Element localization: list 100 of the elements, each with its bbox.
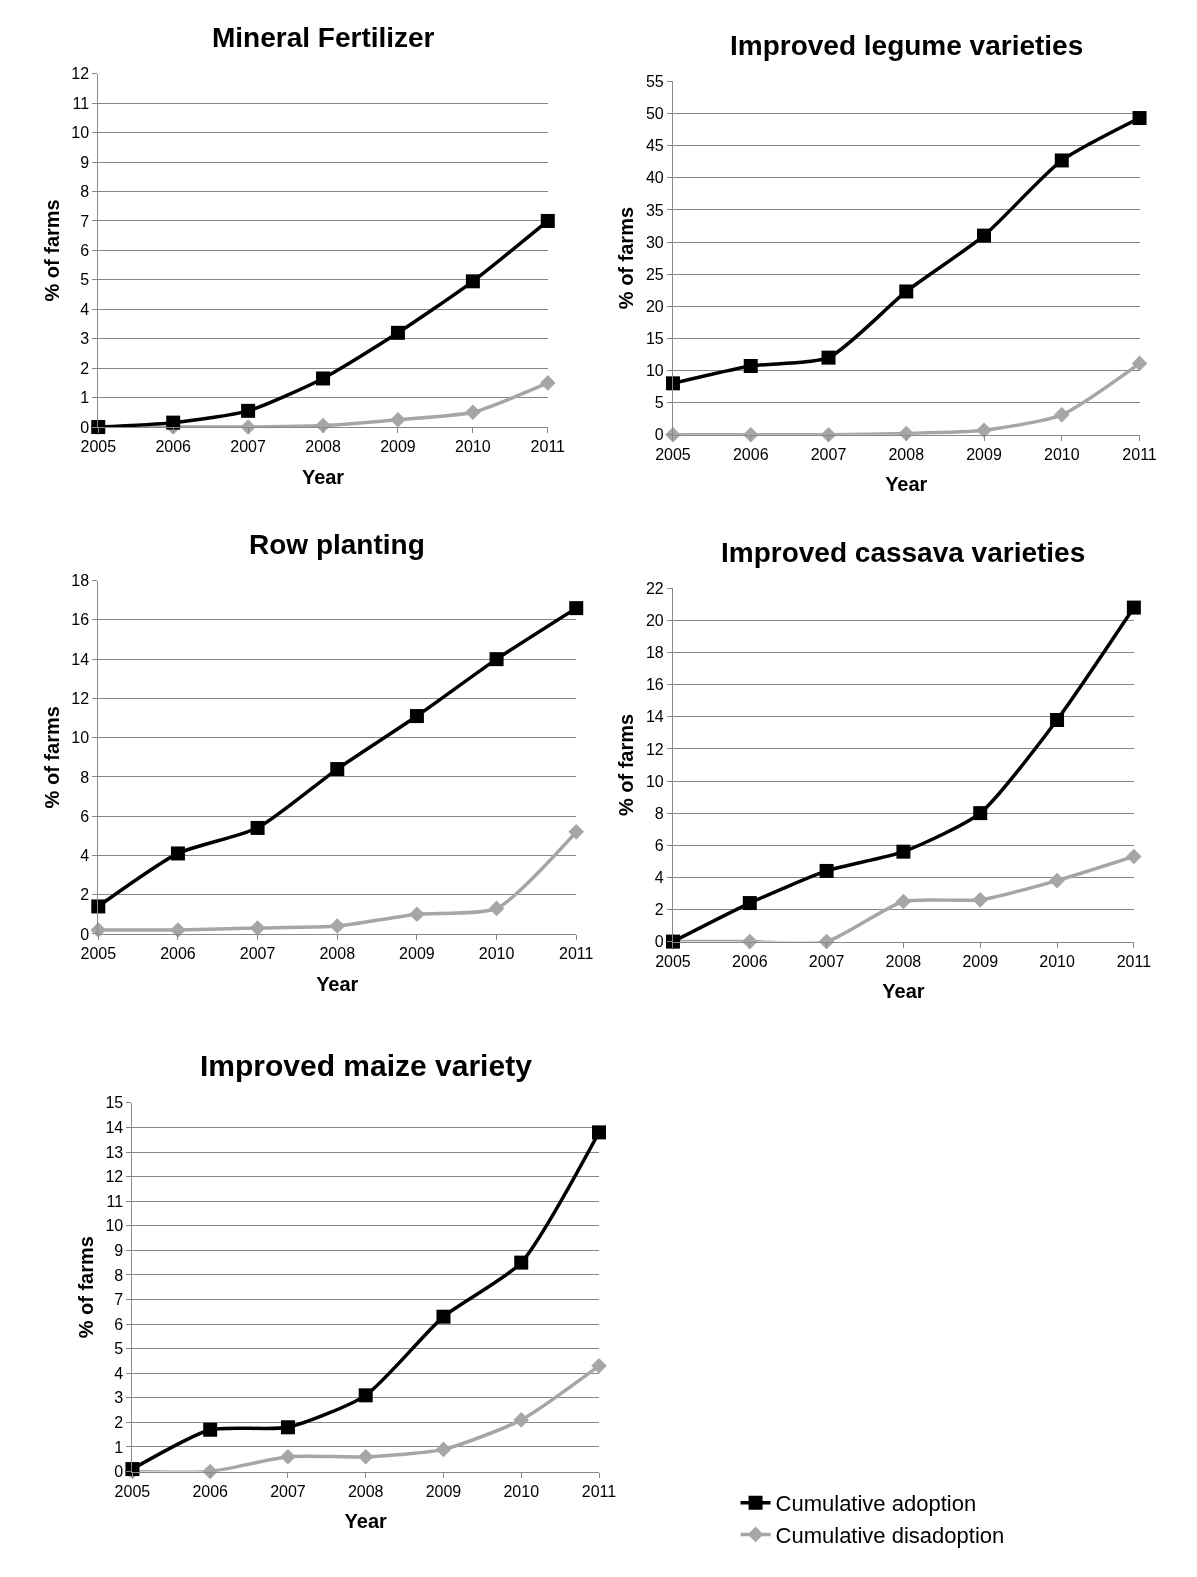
y-tick-label: 3: [114, 1389, 124, 1407]
y-tick-label: 50: [645, 105, 664, 123]
y-tick-label: 2: [80, 359, 90, 377]
x-tick-label: 2009: [425, 1482, 462, 1500]
y-tick-label: 3: [80, 330, 90, 348]
y-tick-label: 2: [654, 901, 664, 919]
y-tick-label: 2: [80, 886, 90, 904]
y-tick-label: 15: [645, 329, 664, 347]
x-tick-label: 2011: [1122, 445, 1157, 463]
y-tick-label: 14: [71, 650, 90, 668]
y-tick-label: 20: [645, 297, 664, 315]
y-tick-label: 8: [80, 183, 90, 201]
y-tick-label: 11: [72, 94, 90, 112]
y-tick-label: 8: [654, 804, 664, 822]
y-axis-title: % of farms: [74, 1236, 97, 1339]
y-tick-label: 8: [114, 1266, 124, 1284]
y-axis-title: % of farms: [615, 713, 638, 817]
x-tick-label: 2005: [114, 1482, 151, 1500]
x-axis-title: Year: [301, 465, 345, 488]
y-tick-label: 10: [71, 124, 90, 142]
y-tick-label: 20: [645, 612, 664, 630]
y-axis-title: % of farms: [40, 706, 63, 809]
x-tick-label: 2006: [732, 445, 769, 463]
x-tick-label: 2005: [655, 952, 691, 970]
x-tick-label: 2005: [655, 445, 691, 463]
y-tick-label: 40: [645, 169, 664, 187]
y-tick-label: 13: [105, 1143, 124, 1161]
y-tick-label: 6: [114, 1315, 124, 1333]
x-tick-label: 2005: [80, 438, 117, 456]
y-tick-label: 8: [80, 768, 90, 786]
y-tick-label: 9: [114, 1241, 124, 1259]
y-tick-label: 35: [645, 201, 664, 219]
y-tick-label: 10: [645, 362, 664, 380]
y-tick-label: 10: [105, 1217, 124, 1235]
y-tick-label: 16: [71, 611, 90, 629]
chart-title: Mineral Fertilizer: [212, 22, 435, 53]
x-tick-label: 2011: [1116, 952, 1152, 970]
y-tick-label: 22: [645, 579, 664, 597]
y-tick-label: 5: [114, 1340, 124, 1358]
y-axis-title: % of farms: [40, 199, 63, 302]
x-tick-label: 2009: [962, 952, 999, 970]
y-tick-label: 11: [106, 1192, 124, 1210]
chart-title: Improved cassava varieties: [721, 537, 1086, 568]
x-tick-label: 2007: [270, 1482, 306, 1500]
x-tick-label: 2006: [155, 438, 192, 456]
y-tick-label: 18: [71, 572, 90, 590]
y-tick-label: 6: [80, 807, 90, 825]
y-tick-label: 5: [80, 271, 90, 289]
x-axis-title: Year: [344, 1510, 388, 1533]
x-axis-title: Year: [882, 980, 925, 1003]
x-tick-label: 2010: [478, 945, 515, 963]
y-tick-label: 12: [105, 1168, 124, 1186]
chart-title: Row planting: [249, 529, 425, 560]
y-tick-label: 18: [645, 644, 664, 662]
y-tick-label: 0: [80, 925, 90, 943]
y-tick-label: 2: [114, 1413, 124, 1431]
y-tick-label: 4: [114, 1364, 124, 1382]
x-tick-label: 2009: [380, 438, 416, 456]
y-tick-label: 14: [105, 1119, 124, 1137]
x-tick-label: 2008: [885, 952, 922, 970]
x-tick-label: 2007: [230, 438, 267, 456]
y-tick-label: 45: [645, 137, 664, 155]
y-tick-label: 4: [654, 868, 664, 886]
x-tick-label: 2007: [810, 445, 847, 463]
y-tick-label: 4: [80, 300, 90, 318]
y-tick-label: 7: [114, 1291, 124, 1309]
x-tick-label: 2009: [399, 945, 435, 963]
x-tick-label: 2006: [192, 1482, 229, 1500]
y-tick-label: 12: [71, 65, 90, 83]
x-axis-title: Year: [885, 473, 928, 496]
x-tick-label: 2011: [581, 1482, 617, 1500]
y-tick-label: 25: [645, 265, 664, 283]
x-tick-label: 2009: [966, 445, 1002, 463]
y-tick-label: 14: [645, 708, 664, 726]
x-tick-label: 2011: [530, 438, 566, 456]
chart-title: Improved maize variety: [200, 1049, 533, 1082]
legend-label: Cumulative adoption: [775, 1491, 977, 1517]
x-tick-label: 2010: [503, 1482, 540, 1500]
y-tick-label: 10: [645, 772, 664, 790]
y-tick-label: 12: [645, 740, 664, 758]
y-tick-label: 0: [654, 426, 664, 444]
x-tick-label: 2008: [319, 945, 356, 963]
y-tick-label: 55: [645, 73, 664, 91]
y-tick-label: 15: [105, 1094, 124, 1112]
x-tick-label: 2006: [160, 945, 196, 963]
chart-title: Improved legume varieties: [730, 30, 1084, 61]
x-tick-label: 2010: [1043, 445, 1080, 463]
y-tick-label: 0: [654, 933, 664, 951]
y-tick-label: 0: [80, 418, 90, 436]
x-tick-label: 2007: [808, 952, 845, 970]
y-tick-label: 5: [654, 394, 664, 412]
y-tick-label: 0: [114, 1463, 124, 1481]
x-axis-title: Year: [316, 972, 359, 995]
x-tick-label: 2008: [888, 445, 925, 463]
y-tick-label: 1: [80, 389, 90, 407]
y-tick-label: 1: [114, 1438, 124, 1456]
x-tick-label: 2010: [1039, 952, 1075, 970]
y-axis-title: % of farms: [615, 206, 638, 310]
y-tick-label: 16: [645, 676, 664, 694]
x-tick-label: 2006: [731, 952, 768, 970]
